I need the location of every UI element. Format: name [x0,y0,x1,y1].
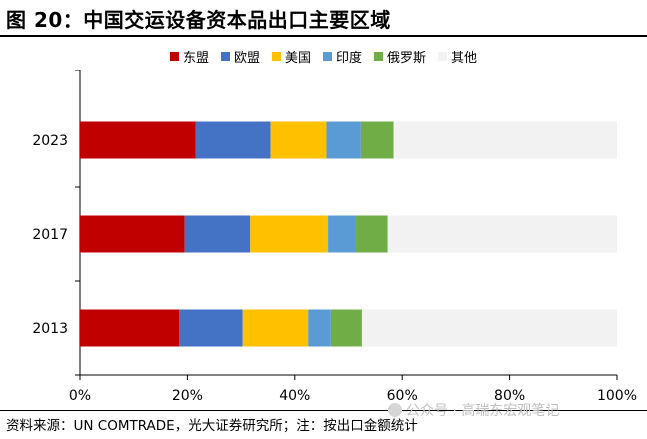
legend-swatch [169,52,179,61]
bar-segment [250,215,329,253]
legend-label: 其他 [451,51,478,66]
watermark-text: 公众号 · 高瑞东宏观笔记 [406,403,560,419]
legend-item: 印度 [323,47,362,66]
bar-segment [387,215,617,253]
y-tick-label: 2023 [32,133,68,149]
legend-label: 俄罗斯 [387,51,427,66]
source-rule [0,410,647,411]
source-note: 资料来源：UN COMTRADE，光大证券研究所；注：按出口金额统计 [6,418,418,434]
bar-segment [308,309,331,347]
x-tick-label: 0% [69,388,91,400]
wechat-icon [388,403,402,417]
bar-segment [184,215,251,253]
bar-segment [361,309,617,347]
legend-swatch [323,52,332,61]
legend-label: 东盟 [182,51,209,66]
figure-title: 图 20：中国交运设备资本品出口主要区域 [6,8,391,32]
legend-swatch [374,52,384,61]
title-rule [0,35,647,37]
bar-segment [360,121,394,159]
bar-segment [80,309,180,347]
bar-segment [80,121,196,159]
stacked-bar-chart: 2023 2017 2013 0% 20% 40% 60% 80% 100% [32,70,637,400]
bar-segment [328,215,357,253]
y-tick-label: 2013 [32,321,68,337]
legend-item: 俄罗斯 [374,47,426,66]
y-tick-label: 2017 [32,227,68,243]
bar-segment [393,121,617,159]
bar-segment [179,309,243,347]
bar-segment [330,309,362,347]
x-tick-label: 60% [387,388,418,400]
bar-segment [195,121,271,159]
x-tick-label: 40% [279,388,310,400]
legend-item: 其他 [438,47,477,66]
bar-segment [270,121,327,159]
legend-label: 美国 [284,51,311,66]
bar-segment [242,309,309,347]
x-tick-label: 20% [172,388,203,400]
chart-legend: 东盟 欧盟 美国 印度 俄罗斯 其他 [0,47,647,66]
legend-swatch [438,52,448,61]
legend-swatch [271,52,281,61]
bar-segment [80,215,185,253]
x-tick-label: 80% [494,388,525,400]
bar-segment [356,215,388,253]
watermark: 公众号 · 高瑞东宏观笔记 [388,400,559,420]
legend-item: 美国 [271,47,311,66]
legend-item: 欧盟 [220,47,260,66]
legend-label: 印度 [336,51,363,66]
legend-label: 欧盟 [233,51,260,66]
legend-swatch [220,52,230,61]
x-tick-label: 100% [597,388,637,400]
legend-item: 东盟 [169,47,209,66]
bar-segment [326,121,361,159]
